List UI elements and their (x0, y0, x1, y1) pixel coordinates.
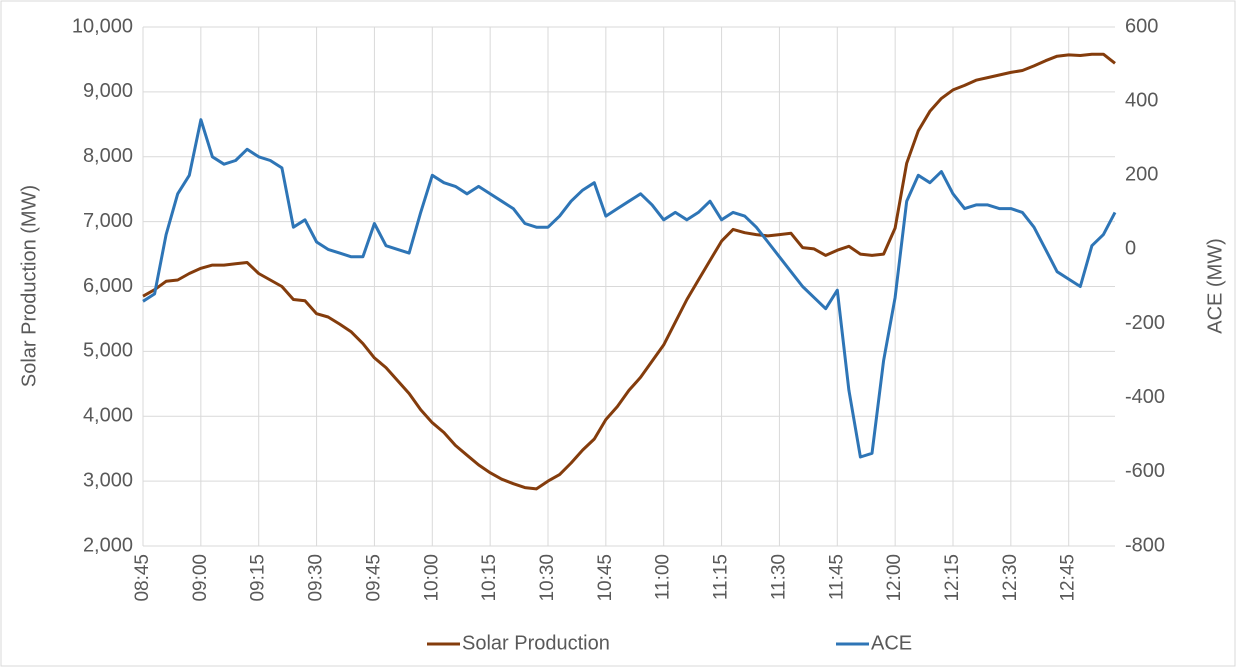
legend-label: ACE (871, 632, 912, 654)
y-tick-label: 2,000 (83, 534, 133, 556)
x-tick-label: 08:45 (132, 554, 153, 602)
x-tick-label: 10:00 (421, 554, 442, 602)
y-tick-label: 3,000 (83, 469, 133, 491)
y2-axis-title: ACE (MW) (1204, 238, 1226, 334)
x-tick-label: 11:45 (826, 554, 847, 600)
y2-tick-label: 600 (1125, 15, 1158, 37)
y2-tick-label: 400 (1125, 89, 1158, 111)
y-tick-label: 10,000 (72, 15, 133, 37)
y2-tick-label: -800 (1125, 534, 1165, 556)
y-tick-label: 4,000 (83, 405, 133, 427)
x-tick-label: 12:00 (884, 554, 905, 602)
y-tick-label: 7,000 (83, 210, 133, 232)
x-tick-label: 12:30 (1000, 554, 1021, 602)
x-tick-label: 09:45 (363, 554, 384, 602)
x-tick-label: 11:30 (768, 554, 789, 600)
y-tick-label: 5,000 (83, 340, 133, 362)
x-tick-label: 10:15 (479, 554, 500, 602)
x-tick-label: 12:45 (1058, 554, 1079, 602)
y-tick-label: 8,000 (83, 145, 133, 167)
series-line (142, 118, 1117, 459)
x-tick-label: 09:15 (248, 554, 269, 602)
y2-tick-label: -200 (1125, 312, 1165, 334)
x-tick-label: 11:15 (711, 554, 732, 600)
y-tick-label: 6,000 (83, 275, 133, 297)
x-tick-label: 10:30 (537, 554, 558, 602)
y2-tick-label: -600 (1125, 460, 1165, 482)
x-tick-label: 09:30 (306, 554, 327, 602)
x-tick-label: 11:00 (653, 554, 674, 600)
y2-tick-label: -400 (1125, 386, 1165, 408)
y-tick-label: 9,000 (83, 80, 133, 102)
y-axis-title: Solar Production (MW) (18, 185, 40, 387)
x-tick-label: 12:15 (942, 554, 963, 602)
y2-tick-label: 0 (1125, 238, 1136, 260)
y2-tick-label: 200 (1125, 164, 1158, 186)
x-tick-label: 10:45 (595, 554, 616, 602)
series-line (142, 52, 1116, 491)
x-tick-label: 09:00 (190, 554, 211, 602)
legend-label: Solar Production (462, 632, 610, 654)
